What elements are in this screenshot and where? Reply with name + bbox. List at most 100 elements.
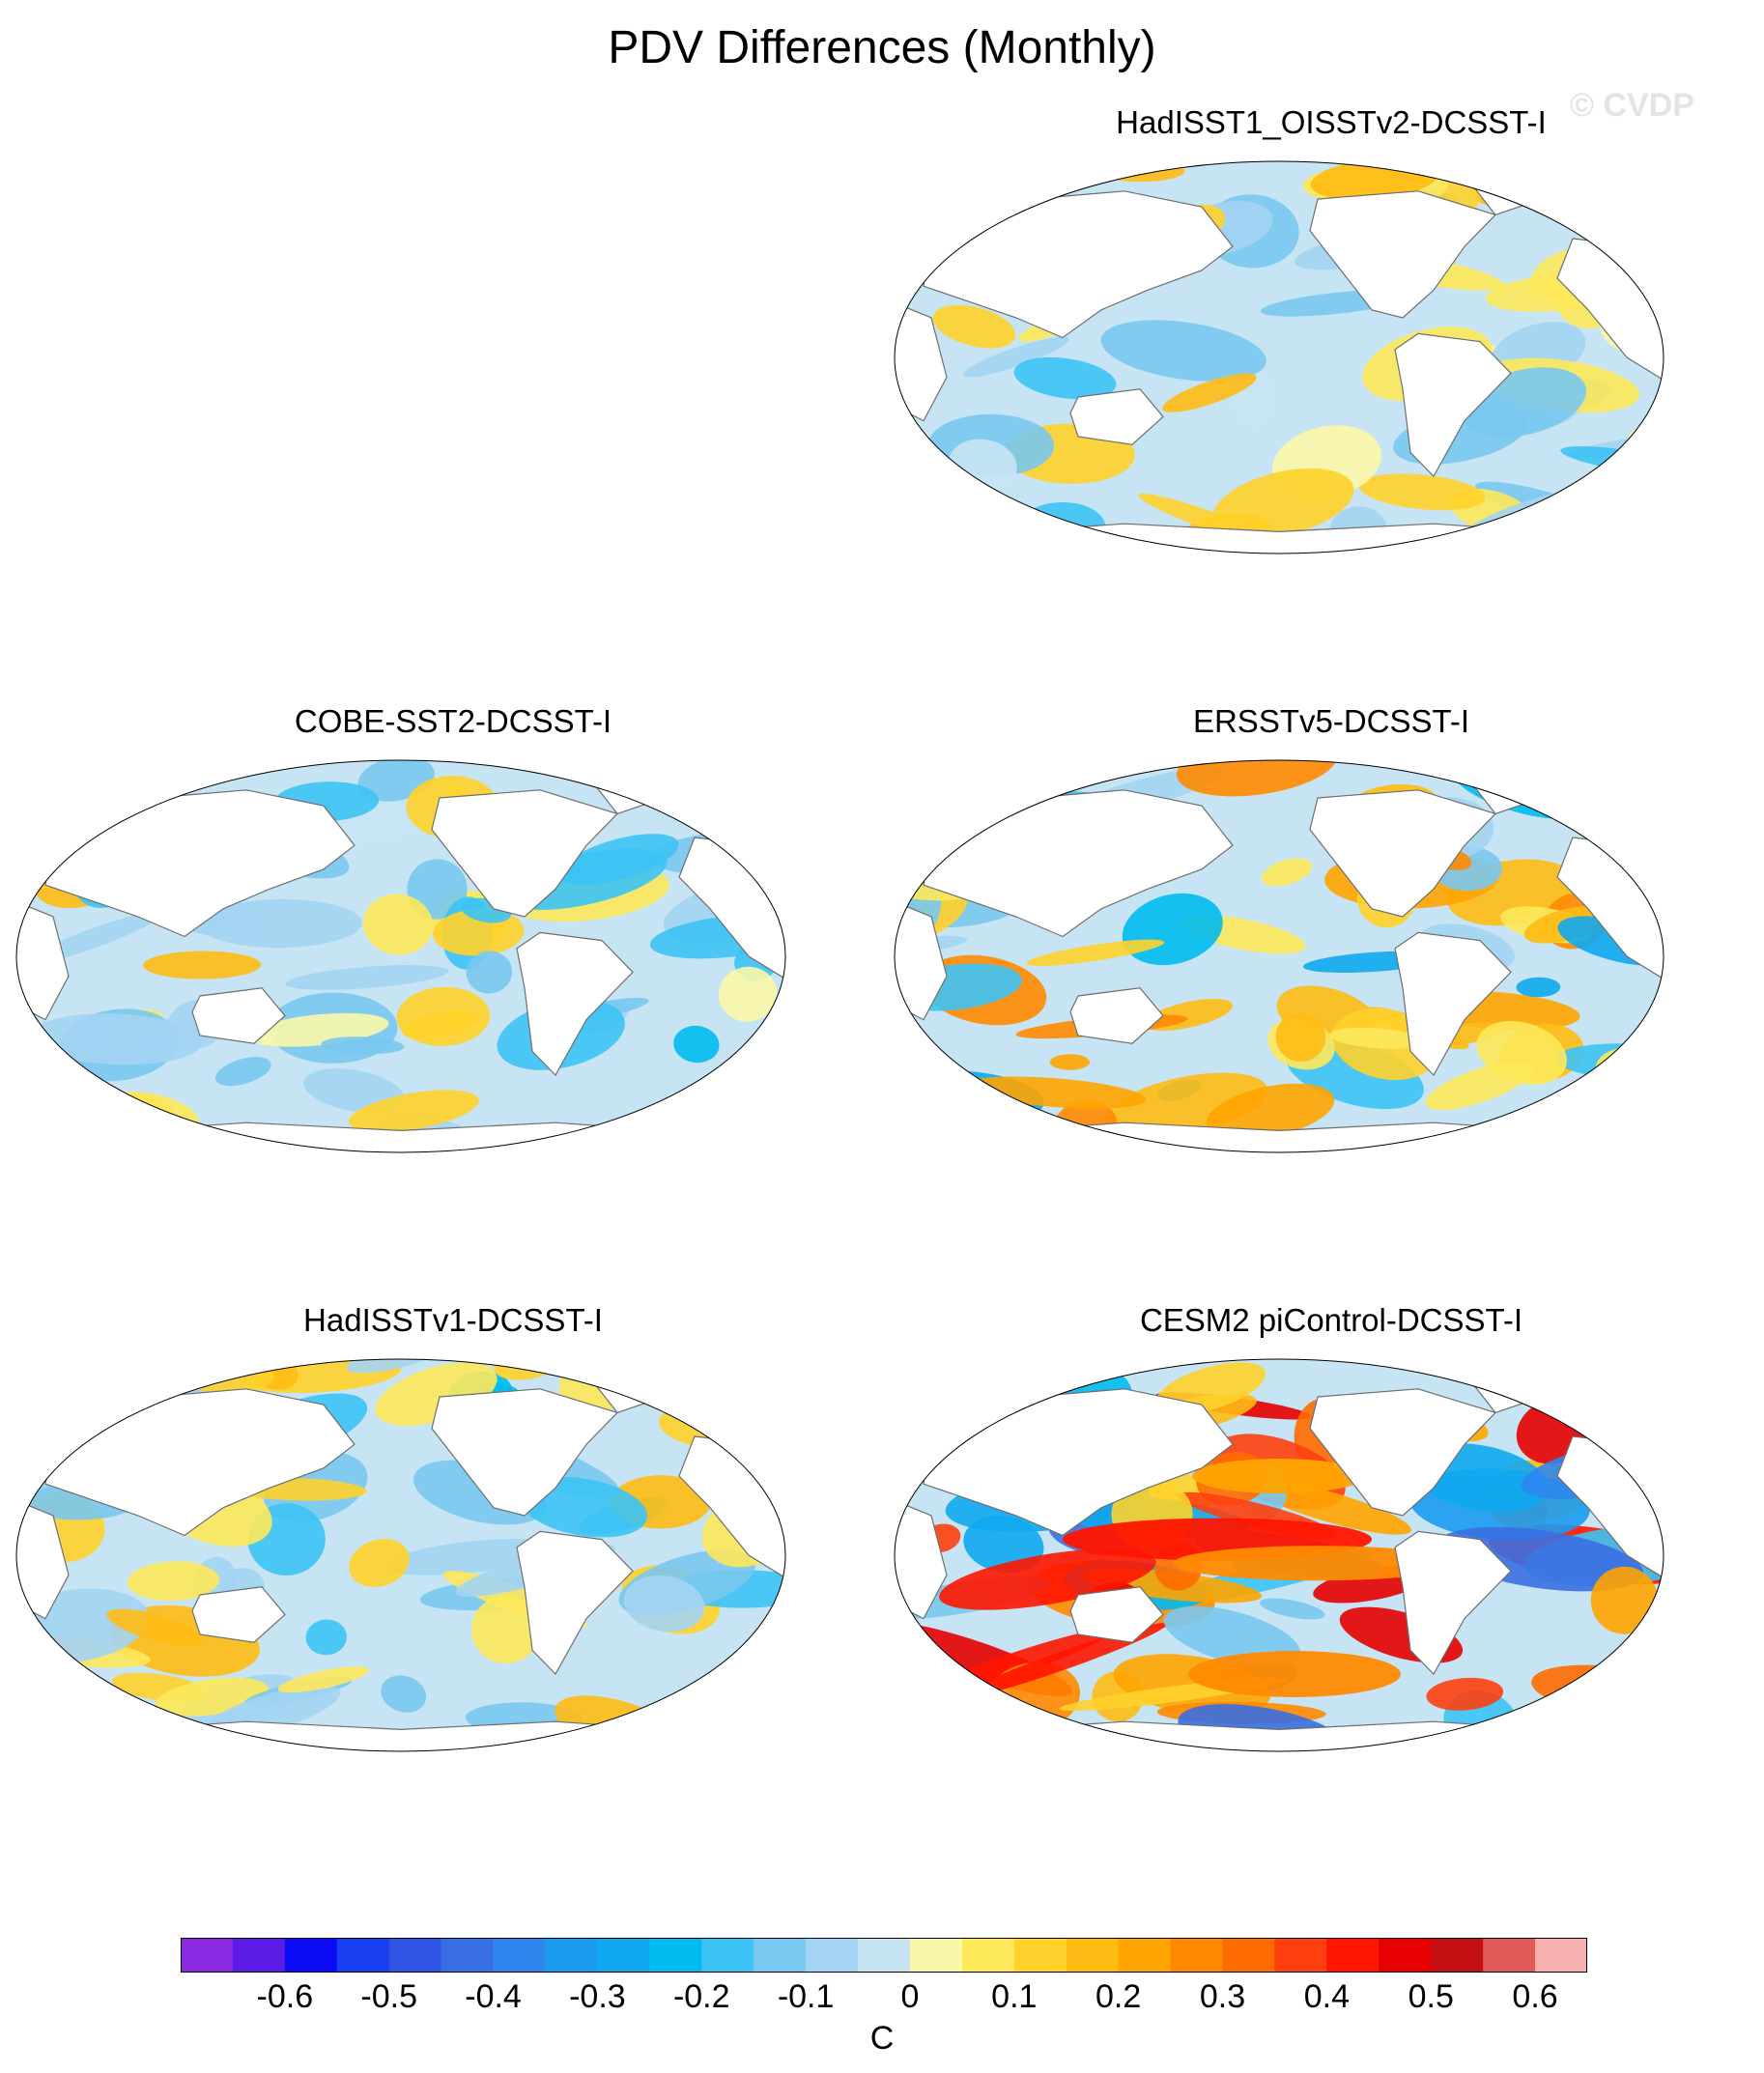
map-border (15, 1358, 786, 1752)
anomaly-region (214, 1057, 271, 1087)
colorbar-swatch (909, 1938, 963, 1973)
continent-land (16, 899, 70, 1021)
anomaly-region (305, 1619, 347, 1656)
continent-land (1394, 1530, 1512, 1675)
colorbar-swatch (336, 1938, 390, 1973)
anomaly-region (905, 1361, 1026, 1410)
anomaly-region (1206, 1083, 1335, 1140)
anomaly-region (958, 1623, 1167, 1699)
colorbar-swatch (232, 1938, 286, 1973)
continent-land (1069, 388, 1164, 445)
anomaly-region (349, 1539, 410, 1587)
colorbar-tick-label: -0.1 (777, 1978, 835, 2015)
anomaly-region (557, 834, 679, 886)
anomaly-region (699, 781, 785, 806)
anomaly-region (22, 767, 65, 814)
anomaly-region (348, 1090, 479, 1133)
anomaly-region (1358, 473, 1486, 511)
continent-land (44, 789, 356, 938)
map-panel-cesm2-picontrol: CESM2 piControl-DCSST-I (893, 1302, 1764, 1860)
map-svg (15, 759, 786, 1153)
anomaly-region (106, 1608, 204, 1646)
continent-land (516, 1530, 634, 1675)
map-border (894, 759, 1664, 1153)
continent-land (44, 1388, 356, 1537)
panel-title: HadISST1_OISSTv2-DCSST-I (1116, 104, 1547, 140)
watermark: © CVDP (1570, 87, 1694, 124)
anomaly-region (1259, 1598, 1325, 1620)
colorbar-frame (181, 1938, 1587, 1973)
colorbar-tick-label: 0.3 (1199, 1978, 1246, 2015)
panel-title: ERSSTv5-DCSST-I (1192, 703, 1470, 739)
continent-land (895, 1498, 948, 1620)
anomaly-region (1162, 373, 1257, 412)
anomaly-region (992, 762, 1067, 787)
anomaly-region (926, 163, 997, 213)
anomaly-region (1188, 1651, 1401, 1697)
anomaly-region (127, 1561, 219, 1602)
anomaly-region (623, 1575, 705, 1633)
colorbar-swatch (597, 1938, 650, 1973)
colorbar-swatch (545, 1938, 599, 1973)
anomaly-region (895, 161, 970, 207)
anomaly-region (1522, 161, 1664, 174)
continent-land (431, 789, 619, 918)
anomaly-region (1328, 1027, 1426, 1049)
colorbar (181, 1938, 1587, 1973)
anomaly-region (678, 1359, 773, 1420)
anomaly-region (1100, 320, 1266, 382)
map-border (894, 1358, 1664, 1752)
anomaly-region (1576, 506, 1620, 554)
anomaly-region (1476, 1020, 1567, 1085)
anomaly-region (49, 1094, 99, 1120)
anomaly-region (673, 1025, 720, 1064)
colorbar-swatch (1431, 1938, 1484, 1973)
continent-land (1309, 789, 1497, 918)
anomaly-region (939, 1548, 1156, 1610)
colorbar-swatch (181, 1938, 234, 1973)
colorbar-swatch (284, 1938, 338, 1973)
continent-land (1309, 1388, 1497, 1517)
colorbar-swatch (1483, 1938, 1536, 1973)
anomaly-region (636, 1359, 678, 1382)
anomaly-region (718, 966, 778, 1022)
continent-land (191, 987, 286, 1044)
colorbar-swatch (1274, 1938, 1327, 1973)
anomaly-region (1212, 468, 1354, 539)
anomaly-region (384, 1539, 557, 1576)
anomaly-region (895, 481, 975, 550)
anomaly-region (895, 187, 973, 221)
anomaly-region (124, 1359, 205, 1375)
colorbar-tick-label: 0.5 (1408, 1978, 1454, 2015)
anomaly-region (1516, 977, 1561, 998)
anomaly-region (932, 304, 1016, 349)
anomaly-region (396, 986, 491, 1046)
colorbar-swatch (649, 1938, 702, 1973)
anomaly-region (1565, 1370, 1645, 1418)
continent-land (431, 1388, 619, 1517)
anomaly-region (1192, 1459, 1366, 1493)
figure-title: PDV Differences (Monthly) (608, 22, 1156, 73)
continent-land (1069, 1586, 1164, 1643)
colorbar-swatch (1379, 1938, 1432, 1973)
map-panel-ersstv5: ERSSTv5-DCSST-I (893, 703, 1764, 1261)
colorbar-tick-label: -0.4 (465, 1978, 522, 2015)
colorbar-swatch (701, 1938, 754, 1973)
continent-land (923, 1388, 1234, 1537)
anomaly-region (895, 463, 950, 496)
continent-land (1309, 190, 1497, 319)
anomaly-region (1426, 1677, 1504, 1711)
continent-land (1069, 987, 1164, 1044)
colorbar-swatch (1013, 1938, 1067, 1973)
map-svg (894, 759, 1664, 1153)
anomaly-region (16, 1435, 66, 1461)
colorbar-swatch (1170, 1938, 1224, 1973)
colorbar-swatch (1535, 1938, 1587, 1973)
colorbar-swatch (858, 1938, 911, 1973)
anomaly-region (35, 760, 138, 783)
continent-land (1394, 332, 1512, 477)
anomaly-region (1261, 858, 1313, 887)
continent-land (191, 1586, 286, 1643)
anomaly-region (1013, 356, 1117, 400)
colorbar-swatch (1066, 1938, 1120, 1973)
